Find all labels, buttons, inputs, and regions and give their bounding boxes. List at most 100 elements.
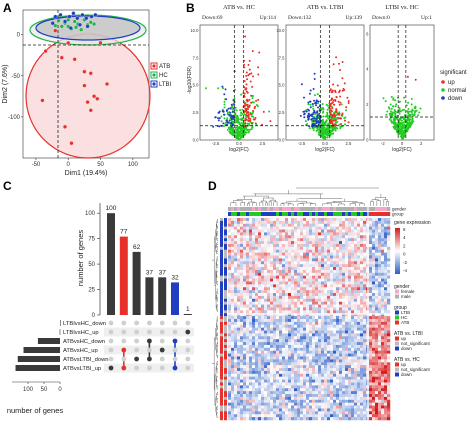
- heatmap-cell: [246, 333, 250, 337]
- heatmap-cell: [273, 298, 277, 302]
- heatmap-cell: [351, 243, 355, 248]
- heatmap-cell: [264, 353, 268, 357]
- heatmap-cell: [273, 264, 277, 268]
- heatmap-cell: [357, 368, 361, 372]
- heatmap-cell: [255, 220, 259, 225]
- volcano-point-up: [250, 72, 253, 75]
- heatmap-cell: [291, 278, 295, 282]
- heatmap-cell: [357, 350, 361, 354]
- heatmap-cell: [369, 344, 373, 349]
- heatmap-cell: [276, 218, 280, 222]
- heatmap-cell: [279, 246, 283, 250]
- heatmap-cell: [243, 232, 247, 236]
- heatmap-cell: [357, 319, 361, 323]
- group-annotation-cell: [372, 212, 376, 216]
- heatmap-cell: [315, 226, 319, 230]
- heatmap-cell: [267, 342, 271, 346]
- volcano-point-normal: [306, 123, 309, 125]
- heatmap-cell: [252, 362, 256, 366]
- heatmap-cell: [375, 347, 379, 351]
- heatmap-cell: [372, 220, 376, 225]
- heatmap-cell: [324, 223, 328, 227]
- heatmap-cell: [243, 255, 247, 259]
- heatmap-cell: [339, 307, 343, 311]
- volcano-point-normal: [326, 113, 329, 116]
- heatmap-cell: [240, 324, 244, 328]
- heatmap-cell: [351, 249, 355, 253]
- heatmap-cell: [306, 319, 310, 323]
- heatmap-cell: [276, 238, 280, 242]
- heatmap-cell: [279, 319, 283, 323]
- heatmap-cell: [360, 307, 364, 311]
- row-annotation-cell: [220, 307, 223, 311]
- heatmap-cell: [339, 249, 343, 253]
- heatmap-cell: [384, 304, 388, 308]
- heatmap-cell: [273, 226, 277, 230]
- heatmap-cell: [282, 368, 286, 372]
- heatmap-cell: [288, 261, 292, 265]
- heatmap-cell: [294, 370, 298, 375]
- heatmap-cell: [261, 264, 265, 268]
- heatmap-cell: [372, 258, 376, 262]
- heatmap-cell: [246, 267, 250, 271]
- volcano-down-count: Down:132: [288, 15, 311, 21]
- heatmap-cell: [306, 249, 310, 253]
- volcano-point-up: [328, 107, 331, 110]
- heatmap-cell: [234, 316, 238, 320]
- gender-annotation-cell: [375, 207, 379, 211]
- heatmap-cell: [282, 359, 286, 363]
- heatmap-cell: [276, 293, 280, 297]
- heatmap-cell: [294, 321, 298, 326]
- heatmap-cell: [228, 330, 232, 334]
- heatmap-cell: [306, 223, 310, 227]
- heatmap-cell: [294, 350, 298, 354]
- heatmap-cell: [387, 241, 391, 245]
- heatmap-cell: [375, 226, 379, 230]
- heatmap-cell: [255, 368, 259, 372]
- upset-matrix-dot: [108, 329, 114, 335]
- heatmap-cell: [246, 281, 250, 285]
- heatmap-cell: [321, 370, 325, 375]
- heatmap-cell: [291, 267, 295, 271]
- heatmap-cell: [237, 238, 241, 242]
- heatmap-cell: [267, 287, 271, 291]
- heatmap-cell: [255, 281, 259, 285]
- heatmap-cell: [240, 362, 244, 366]
- heatmap-cell: [234, 284, 238, 288]
- volcano-point-normal: [231, 133, 234, 136]
- heatmap-cell: [273, 281, 277, 285]
- heatmap-cell: [360, 252, 364, 256]
- heatmap-cell: [378, 238, 382, 242]
- heatmap-cell: [327, 339, 331, 343]
- volcano-point-normal: [240, 111, 243, 114]
- heatmap-cell: [303, 249, 307, 253]
- heatmap-cell: [243, 304, 247, 308]
- heatmap-cell: [315, 336, 319, 340]
- heatmap-cell: [246, 362, 250, 366]
- heatmap-cell: [324, 249, 328, 253]
- heatmap-cell: [324, 258, 328, 262]
- heatmap-cell: [351, 339, 355, 343]
- heatmap-cell: [246, 258, 250, 262]
- heatmap-cell: [285, 321, 289, 326]
- heatmap-cell: [378, 301, 382, 305]
- row-annotation-cell: [220, 336, 223, 340]
- volcano-point-normal: [401, 124, 404, 127]
- volcano-up-count: Up:1: [421, 15, 432, 21]
- heatmap-cell: [312, 269, 316, 274]
- set-name-label: ATBvsLTBI_down: [63, 357, 109, 363]
- volcano-point-normal: [234, 106, 237, 109]
- heatmap-cell: [264, 330, 268, 334]
- heatmap-cell: [387, 316, 391, 320]
- heatmap-cell: [246, 368, 250, 372]
- heatmap-cell: [306, 235, 310, 239]
- heatmap-cell: [339, 272, 343, 276]
- heatmap-cell: [252, 304, 256, 308]
- pca-ytick-label: 0: [17, 33, 21, 39]
- group-annotation-cell: [312, 212, 316, 216]
- volcano-point-down: [315, 120, 318, 123]
- heatmap-cell: [231, 313, 235, 317]
- heatmap-cell: [300, 281, 304, 285]
- row-annotation-cell: [220, 238, 223, 242]
- heatmap-cell: [318, 307, 322, 311]
